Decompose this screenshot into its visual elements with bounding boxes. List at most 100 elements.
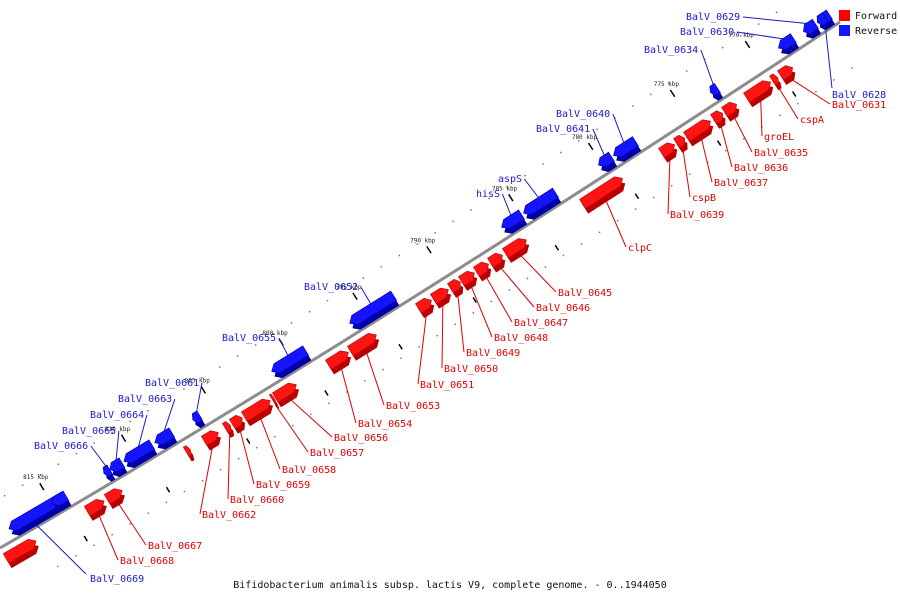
gene-arrow-aspS[interactable] <box>523 187 562 220</box>
gene-arrow-BalV_0668[interactable] <box>83 499 107 521</box>
gene-arrow-BalV_0662[interactable] <box>200 430 221 451</box>
gene-label-BalV_0629[interactable]: BalV_0629 <box>686 12 740 23</box>
gene-arrow-BalV_0659[interactable] <box>228 414 246 434</box>
gene-arrow-BalV_0666[interactable] <box>102 464 116 482</box>
gene-arrow-BalV_0652[interactable] <box>349 290 400 330</box>
gene-arrow-BalV_0657[interactable] <box>268 393 280 410</box>
gene-arrow-BalV_0650[interactable] <box>430 287 452 309</box>
gene-label-BalV_0653[interactable]: BalV_0653 <box>386 401 440 412</box>
gene-label-BalV_0650[interactable]: BalV_0650 <box>444 364 498 375</box>
gene-arrow-BalV_0667[interactable] <box>103 488 125 509</box>
gene-label-BalV_0636[interactable]: BalV_0636 <box>734 163 788 174</box>
gene-arrow-BalV_0647[interactable] <box>473 261 492 282</box>
gene-arrow-cspA[interactable] <box>769 73 782 91</box>
gene-arrow-BalV_0656[interactable] <box>271 382 300 408</box>
gene-label-BalV_0639[interactable]: BalV_0639 <box>670 210 724 221</box>
gene-label-BalV_0640[interactable]: BalV_0640 <box>556 109 610 120</box>
gene-arrow-BalV_0660[interactable] <box>221 421 235 438</box>
gene-arrow-BalV_0630[interactable] <box>778 33 800 55</box>
gene-arrow-hisS[interactable] <box>501 209 528 234</box>
gene-arrow-BalV_0664[interactable] <box>123 439 158 468</box>
gene-label-BalV_0652[interactable]: BalV_0652 <box>304 282 358 293</box>
gene-label-groEL[interactable]: groEL <box>764 132 794 143</box>
gene-arrow-BalV_0639[interactable] <box>658 142 678 163</box>
gene-label-hisS[interactable]: hisS <box>476 189 500 200</box>
leader-line <box>137 414 148 450</box>
gene-label-BalV_0658[interactable]: BalV_0658 <box>282 465 336 476</box>
gene-arrow-BalV_0646[interactable] <box>487 252 506 273</box>
gene-label-cspB[interactable]: cspB <box>692 193 716 204</box>
track-dot <box>310 413 312 416</box>
gene-arrow-BalV_0658[interactable] <box>240 398 274 427</box>
gene-label-BalV_0665[interactable]: BalV_0665 <box>62 426 116 437</box>
gene-label-BalV_0662[interactable]: BalV_0662 <box>202 510 256 521</box>
gene-arrow-BalV_0629[interactable] <box>803 18 822 39</box>
gene-arrow-BalV_0634[interactable] <box>709 82 724 101</box>
gene-arrow-BalV_0636[interactable] <box>710 110 726 129</box>
gene-arrow-BalV_0641[interactable] <box>598 151 618 172</box>
track-dot <box>380 266 383 268</box>
gene-label-BalV_0666[interactable]: BalV_0666 <box>34 441 88 452</box>
gene-label-aspS[interactable]: aspS <box>498 174 522 185</box>
gene-label-BalV_0648[interactable]: BalV_0648 <box>494 333 548 344</box>
gene-label-BalV_0645[interactable]: BalV_0645 <box>558 288 612 299</box>
gene-arrow-edge-feature-rev[interactable] <box>816 12 832 31</box>
gene-arrow-edge-feature[interactable] <box>2 538 39 569</box>
gene-label-BalV_0637[interactable]: BalV_0637 <box>714 178 768 189</box>
gene-label-BalV_0668[interactable]: BalV_0668 <box>120 556 174 567</box>
gene-arrow-BalV_0661[interactable] <box>191 410 206 429</box>
track-dot <box>57 463 60 465</box>
gene-arrow-BalV_0663[interactable] <box>154 427 178 450</box>
gene-label-BalV_0630[interactable]: BalV_0630 <box>680 27 734 38</box>
gene-arrow-BalV_0645[interactable] <box>502 238 530 263</box>
gene-arrow-BalV_0649[interactable] <box>447 279 464 298</box>
gene-label-BalV_0628[interactable]: BalV_0628 <box>832 90 886 101</box>
gene-label-BalV_0651[interactable]: BalV_0651 <box>420 380 474 391</box>
gene-label-BalV_0657[interactable]: BalV_0657 <box>310 448 364 459</box>
gene-arrow-cspB[interactable] <box>673 134 688 153</box>
gene-label-BalV_0663[interactable]: BalV_0663 <box>118 394 172 405</box>
gene-arrow-rev-feature[interactable] <box>51 490 72 511</box>
gene-arrow-clpC[interactable] <box>579 176 626 214</box>
gene-arrow-small-feature[interactable] <box>182 445 195 462</box>
tick-mark <box>507 193 514 202</box>
gene-arrow-BalV_0651[interactable] <box>415 298 435 319</box>
gene-label-BalV_0649[interactable]: BalV_0649 <box>466 348 520 359</box>
gene-arrow-BalV_0653[interactable] <box>347 333 380 361</box>
gene-label-BalV_0664[interactable]: BalV_0664 <box>90 410 144 421</box>
leader-line <box>592 128 606 158</box>
gene-label-BalV_0631[interactable]: BalV_0631 <box>832 100 886 111</box>
gene-label-BalV_0656[interactable]: BalV_0656 <box>334 433 388 444</box>
gene-arrow-BalV_0654[interactable] <box>325 350 352 375</box>
gene-arrow-groEL[interactable] <box>743 80 774 108</box>
gene-label-BalV_0655[interactable]: BalV_0655 <box>222 333 276 344</box>
tick-label: 795 kbp <box>336 284 362 291</box>
legend-forward-label: Forward <box>855 11 897 22</box>
gene-label-cspA[interactable]: cspA <box>800 115 824 126</box>
gene-label-BalV_0669[interactable]: BalV_0669 <box>90 574 144 585</box>
track-dot <box>560 151 562 154</box>
gene-label-BalV_0646[interactable]: BalV_0646 <box>536 303 590 314</box>
legend-reverse-swatch <box>839 25 850 36</box>
gene-arrow-body <box>683 119 711 142</box>
gene-arrow-BalV_0635[interactable] <box>721 101 740 122</box>
gene-label-BalV_0647[interactable]: BalV_0647 <box>514 318 568 329</box>
gene-label-BalV_0659[interactable]: BalV_0659 <box>256 480 310 491</box>
gene-label-clpC[interactable]: clpC <box>628 243 652 254</box>
gene-label-BalV_0635[interactable]: BalV_0635 <box>754 148 808 159</box>
gene-label-BalV_0641[interactable]: BalV_0641 <box>536 124 590 135</box>
leader-line <box>417 310 428 385</box>
track-dot <box>147 512 150 514</box>
gene-label-BalV_0667[interactable]: BalV_0667 <box>148 541 202 552</box>
gene-arrow-BalV_0631[interactable] <box>777 65 796 86</box>
gene-arrow-BalV_0665[interactable] <box>109 457 128 477</box>
gene-arrow-BalV_0648[interactable] <box>458 270 478 291</box>
gene-label-BalV_0634[interactable]: BalV_0634 <box>644 45 698 56</box>
gene-arrow-BalV_0637[interactable] <box>683 119 714 147</box>
gene-arrow-BalV_0655[interactable] <box>271 345 312 379</box>
leader-line <box>700 49 715 87</box>
gene-label-BalV_0661[interactable]: BalV_0661 <box>145 378 199 389</box>
gene-label-BalV_0660[interactable]: BalV_0660 <box>230 495 284 506</box>
gene-arrow-BalV_0640[interactable] <box>613 136 642 162</box>
gene-label-BalV_0654[interactable]: BalV_0654 <box>358 419 412 430</box>
